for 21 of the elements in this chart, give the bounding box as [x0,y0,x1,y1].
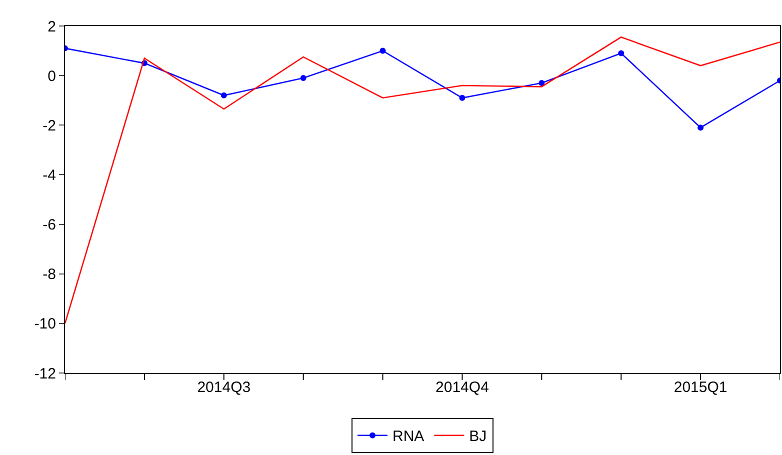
y-tick-label: 0 [48,68,56,85]
x-tick-label: 2015Q1 [674,379,728,396]
legend-label: RNA [392,428,424,446]
point [538,80,545,86]
legend-label: BJ [469,428,487,446]
line-series [65,36,780,324]
x-tick-label: 2014Q3 [197,379,251,396]
point [459,94,466,101]
y-tick-label: -10 [34,316,56,333]
y-tick-label: -12 [34,365,56,382]
y-tick-label: -4 [42,166,56,184]
y-tick-label: 2 [48,18,56,36]
point [220,92,227,98]
y-tick-label: -6 [42,216,56,234]
point [300,75,306,82]
y-tick-label: -8 [42,266,56,284]
x-tick-label: 2014Q4 [436,379,489,396]
point [380,48,386,54]
point [698,124,704,131]
y-tick-label: -2 [42,117,56,134]
point [618,50,624,56]
